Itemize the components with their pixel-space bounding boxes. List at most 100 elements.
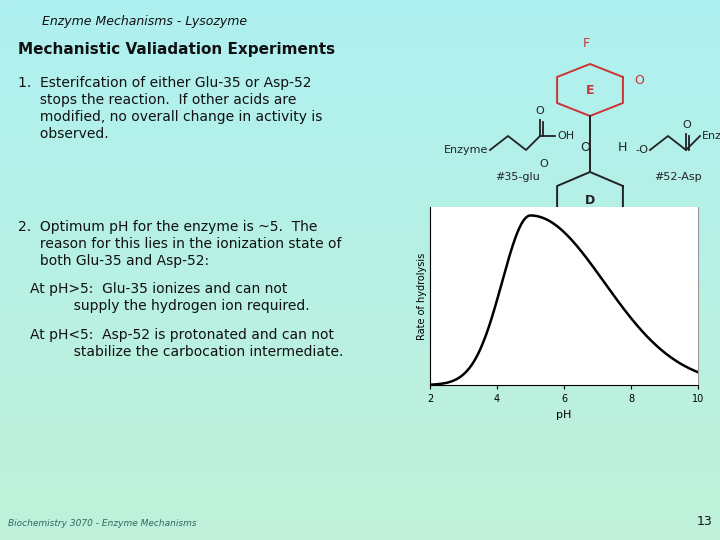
Bar: [0, 231, 720, 234]
Bar: [0, 112, 720, 115]
Bar: [0, 234, 720, 238]
Bar: [0, 331, 720, 335]
Bar: [0, 410, 720, 414]
Bar: [0, 295, 720, 299]
Bar: [0, 281, 720, 285]
Bar: [0, 277, 720, 281]
Bar: [0, 324, 720, 328]
Bar: [0, 536, 720, 540]
Bar: [0, 133, 720, 137]
Bar: [0, 187, 720, 191]
Text: #35-glu: #35-glu: [495, 172, 541, 182]
Text: Biochemistry 3070 - Enzyme Mechanisms: Biochemistry 3070 - Enzyme Mechanisms: [8, 519, 197, 528]
Bar: [0, 97, 720, 101]
Text: O: O: [536, 106, 544, 116]
Bar: [0, 104, 720, 108]
Text: OH: OH: [557, 131, 574, 141]
Bar: [0, 270, 720, 274]
Text: At pH<5:  Asp-52 is protonated and can not: At pH<5: Asp-52 is protonated and can no…: [30, 328, 334, 342]
Bar: [0, 248, 720, 252]
Bar: [0, 22, 720, 25]
Bar: [0, 313, 720, 317]
Text: observed.: observed.: [18, 127, 109, 141]
Bar: [0, 76, 720, 79]
Bar: [0, 292, 720, 295]
Bar: [0, 130, 720, 133]
Bar: [0, 443, 720, 447]
Bar: [430, 207, 698, 385]
Bar: [0, 201, 720, 205]
Bar: [0, 363, 720, 367]
Text: O: O: [683, 120, 691, 130]
Bar: [0, 227, 720, 231]
Bar: [0, 436, 720, 439]
Bar: [0, 522, 720, 525]
Text: O: O: [634, 73, 644, 86]
Bar: [0, 162, 720, 166]
Bar: [0, 400, 720, 403]
Bar: [0, 425, 720, 428]
Bar: [0, 108, 720, 112]
Bar: [0, 309, 720, 313]
Bar: [0, 346, 720, 349]
Bar: [0, 119, 720, 123]
Bar: [0, 432, 720, 436]
Bar: [0, 320, 720, 324]
Bar: [0, 255, 720, 259]
Bar: [0, 501, 720, 504]
Bar: [0, 241, 720, 245]
Bar: [0, 529, 720, 533]
Bar: [0, 212, 720, 216]
Text: O: O: [539, 159, 548, 169]
Bar: [0, 349, 720, 353]
Bar: [0, 454, 720, 457]
Bar: [0, 180, 720, 184]
Bar: [0, 299, 720, 302]
Bar: [0, 47, 720, 50]
Bar: [0, 468, 720, 471]
Bar: [0, 339, 720, 342]
Bar: [0, 285, 720, 288]
Bar: [0, 65, 720, 69]
Bar: [0, 15, 720, 18]
Text: both Glu-35 and Asp-52:: both Glu-35 and Asp-52:: [18, 254, 209, 268]
Bar: [0, 533, 720, 536]
Bar: [0, 457, 720, 461]
Bar: [0, 259, 720, 263]
Bar: [0, 83, 720, 86]
Bar: [0, 306, 720, 309]
Bar: [0, 205, 720, 209]
Bar: [0, 461, 720, 464]
Bar: [0, 173, 720, 177]
Bar: [0, 166, 720, 169]
Text: C-B-A: C-B-A: [575, 238, 606, 248]
Text: modified, no overall change in activity is: modified, no overall change in activity …: [18, 110, 323, 124]
Text: At pH>5:  Glu-35 ionizes and can not: At pH>5: Glu-35 ionizes and can not: [30, 282, 287, 296]
Bar: [0, 417, 720, 421]
Text: E: E: [586, 84, 594, 97]
Bar: [0, 367, 720, 371]
Bar: [0, 475, 720, 479]
Bar: [0, 137, 720, 140]
Bar: [0, 79, 720, 83]
Bar: [0, 101, 720, 104]
Bar: [0, 252, 720, 255]
Text: 1.  Esterifcation of either Glu-35 or Asp-52: 1. Esterifcation of either Glu-35 or Asp…: [18, 76, 312, 90]
X-axis label: pH: pH: [557, 409, 572, 420]
Text: Enzyme: Enzyme: [444, 145, 488, 155]
Text: reason for this lies in the ionization state of: reason for this lies in the ionization s…: [18, 237, 341, 251]
Bar: [0, 385, 720, 389]
Bar: [0, 0, 720, 4]
Bar: [0, 90, 720, 93]
Bar: [0, 245, 720, 248]
Text: stops the reaction.  If other acids are: stops the reaction. If other acids are: [18, 93, 297, 107]
Bar: [0, 356, 720, 360]
Bar: [0, 464, 720, 468]
Bar: [0, 371, 720, 374]
Bar: [0, 151, 720, 155]
Bar: [0, 209, 720, 212]
Bar: [0, 302, 720, 306]
Bar: [0, 18, 720, 22]
Bar: [0, 263, 720, 266]
Bar: [0, 515, 720, 518]
